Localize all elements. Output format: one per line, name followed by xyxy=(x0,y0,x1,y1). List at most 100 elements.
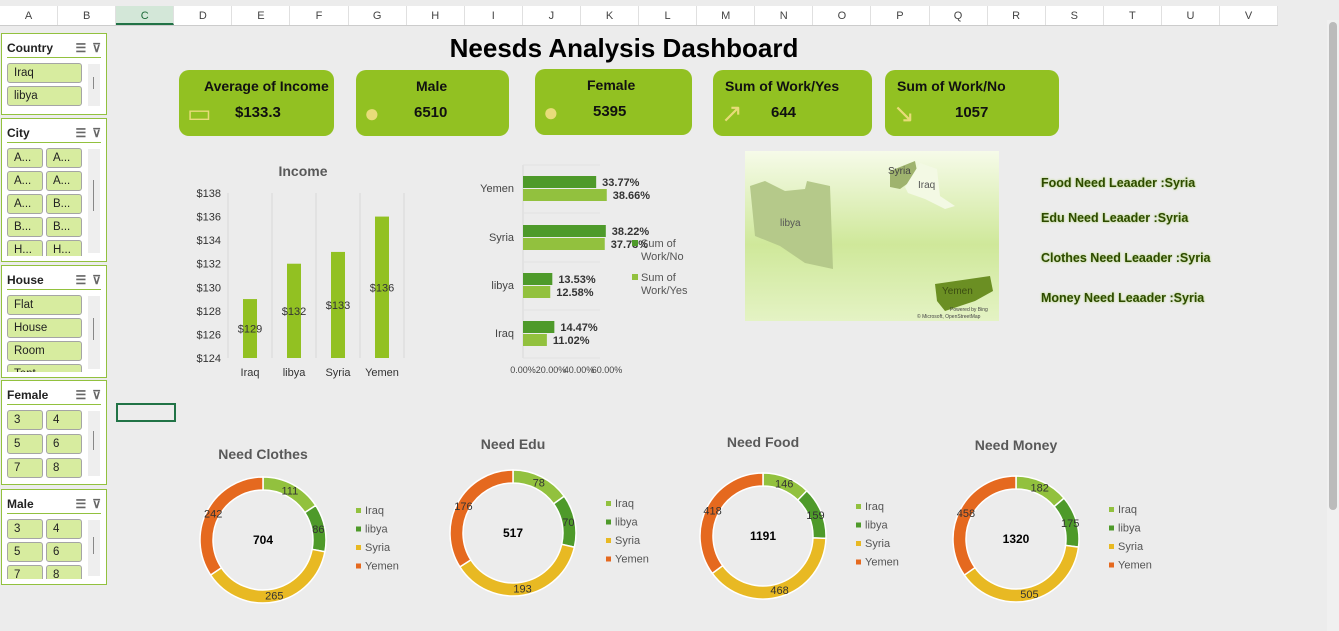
bar-Iraq[interactable] xyxy=(243,299,257,358)
slicer-item[interactable]: Flat xyxy=(7,295,82,315)
slicer-item[interactable]: 4 xyxy=(46,410,82,430)
multi-select-icon[interactable]: ☰ xyxy=(75,125,87,140)
selected-cell[interactable] xyxy=(116,403,176,422)
slicer-item[interactable]: 5 xyxy=(7,542,43,562)
slicer-scrollbar[interactable] xyxy=(88,296,100,369)
donut-chart[interactable]: 78 70 193 176 517 Iraq libya Syria Yemen xyxy=(423,448,683,618)
slicer-item[interactable]: 3 xyxy=(7,519,43,539)
slicer-item[interactable]: Iraq xyxy=(7,63,82,83)
multi-select-icon[interactable]: ☰ xyxy=(75,496,87,511)
slicer-item[interactable]: Tent xyxy=(7,364,82,372)
slicer-item[interactable]: 8 xyxy=(46,458,82,478)
donut-chart[interactable]: 111 86 265 242 704 Iraq libya Syria Yemen xyxy=(173,455,433,625)
column-header[interactable]: B xyxy=(58,6,117,25)
column-header[interactable]: A xyxy=(0,6,59,25)
column-header[interactable]: H xyxy=(407,6,465,25)
slicer-item[interactable]: B... xyxy=(7,217,43,237)
kpi-card: ▭ Average of Income $133.3 xyxy=(179,70,334,136)
slicer-item[interactable]: 7 xyxy=(7,458,43,478)
bar-Yemen[interactable] xyxy=(375,216,389,358)
clear-filter-icon[interactable]: ⊽ xyxy=(92,40,101,55)
column-header[interactable]: J xyxy=(523,6,581,25)
slicer-scrollbar[interactable] xyxy=(88,411,100,476)
column-header[interactable]: L xyxy=(639,6,698,25)
bar-libya[interactable] xyxy=(523,286,551,298)
column-header[interactable]: R xyxy=(988,6,1046,25)
column-header[interactable]: C xyxy=(116,6,175,25)
slice-Yemen[interactable] xyxy=(199,476,264,577)
data-label: 70 xyxy=(562,517,574,529)
map-chart[interactable]: libya Syria Iraq Yemen Powered by Bing ©… xyxy=(745,151,999,321)
slice-Yemen[interactable] xyxy=(449,469,514,568)
column-header[interactable]: N xyxy=(755,6,814,25)
slice-Syria[interactable] xyxy=(711,537,827,600)
clear-filter-icon[interactable]: ⊽ xyxy=(92,496,101,511)
clear-filter-icon[interactable]: ⊽ xyxy=(92,125,101,140)
column-header[interactable]: P xyxy=(871,6,930,25)
slicer-male[interactable]: Male ☰ ⊽ 3 4 5 6 7 8 xyxy=(1,489,107,585)
slicer-item[interactable]: 7 xyxy=(7,565,43,579)
slicer-item[interactable]: A... xyxy=(7,171,43,191)
multi-select-icon[interactable]: ☰ xyxy=(75,387,87,402)
slicer-item[interactable]: A... xyxy=(7,194,43,214)
column-header[interactable]: D xyxy=(174,6,233,25)
multi-select-icon[interactable]: ☰ xyxy=(75,40,87,55)
column-header[interactable]: O xyxy=(813,6,872,25)
clear-filter-icon[interactable]: ⊽ xyxy=(92,387,101,402)
column-header[interactable]: V xyxy=(1220,6,1279,25)
slicer-item[interactable]: 3 xyxy=(7,410,43,430)
bar-libya[interactable] xyxy=(523,273,553,285)
column-header[interactable]: F xyxy=(290,6,349,25)
slicer-city[interactable]: City ☰ ⊽ A... A... A... A... A... B... B... B... H.… xyxy=(1,118,107,262)
column-header[interactable]: S xyxy=(1046,6,1104,25)
multi-select-icon[interactable]: ☰ xyxy=(75,272,87,287)
slicer-item[interactable]: libya xyxy=(7,86,82,106)
slicer-item[interactable]: 4 xyxy=(46,519,82,539)
column-header[interactable]: U xyxy=(1162,6,1220,25)
bar-Iraq[interactable] xyxy=(523,334,547,346)
bar-Iraq[interactable] xyxy=(523,321,555,333)
slice-Yemen[interactable] xyxy=(952,475,1017,577)
slicer-item[interactable]: Room xyxy=(7,341,82,361)
column-header[interactable]: K xyxy=(581,6,640,25)
slicer-item[interactable]: H... xyxy=(46,240,82,256)
slice-Yemen[interactable] xyxy=(699,472,764,575)
slicer-item[interactable]: 8 xyxy=(46,565,82,579)
slicer-scrollbar[interactable] xyxy=(88,520,100,576)
slicer-female[interactable]: Female ☰ ⊽ 3 4 5 6 7 8 xyxy=(1,380,107,485)
clear-filter-icon[interactable]: ⊽ xyxy=(92,272,101,287)
column-header[interactable]: G xyxy=(349,6,407,25)
work-chart[interactable]: Iraq 14.47%11.02% libya 13.53%12.58% Syria 38… xyxy=(460,160,710,380)
slicer-house[interactable]: House ☰ ⊽ Flat House Room Tent xyxy=(1,265,107,378)
slicer-item[interactable]: 6 xyxy=(46,434,82,454)
column-header[interactable]: T xyxy=(1104,6,1162,25)
column-header[interactable]: I xyxy=(465,6,523,25)
column-header[interactable]: Q xyxy=(930,6,988,25)
bar-Yemen[interactable] xyxy=(523,189,607,201)
slicer-item[interactable]: A... xyxy=(46,171,82,191)
legend-label: Yemen xyxy=(865,557,899,569)
slicer-scrollbar[interactable] xyxy=(88,149,100,253)
slicer-item[interactable]: House xyxy=(7,318,82,338)
column-header[interactable]: E xyxy=(232,6,291,25)
slicer-item[interactable]: A... xyxy=(7,148,43,168)
donut-chart[interactable]: 182 175 505 458 1320 Iraq libya Syria Yemen xyxy=(926,454,1186,624)
slicer-item[interactable]: H... xyxy=(7,240,43,256)
scrollbar-thumb[interactable] xyxy=(1329,22,1337,510)
slicer-item[interactable]: B... xyxy=(46,217,82,237)
slicer-item[interactable]: 5 xyxy=(7,434,43,454)
slicer-scrollbar[interactable] xyxy=(88,64,100,106)
bar-Syria[interactable] xyxy=(331,251,345,358)
slicer-item[interactable]: 6 xyxy=(46,542,82,562)
donut-chart[interactable]: 146 159 468 418 1191 Iraq libya Syria Yemen xyxy=(673,451,933,621)
bar-Syria[interactable] xyxy=(523,225,606,237)
bar-Yemen[interactable] xyxy=(523,176,597,188)
need-leader-label: Clothes Need Leaader :Syria xyxy=(1041,251,1211,265)
slicer-item[interactable]: A... xyxy=(46,148,82,168)
income-chart[interactable]: Income $124 $126 $128 $130 $132 $134 $136 $138 $1… xyxy=(185,160,425,385)
slicer-item[interactable]: B... xyxy=(46,194,82,214)
column-header[interactable]: M xyxy=(697,6,756,25)
bar-Syria[interactable] xyxy=(523,238,605,250)
bar-libya[interactable] xyxy=(287,263,301,358)
